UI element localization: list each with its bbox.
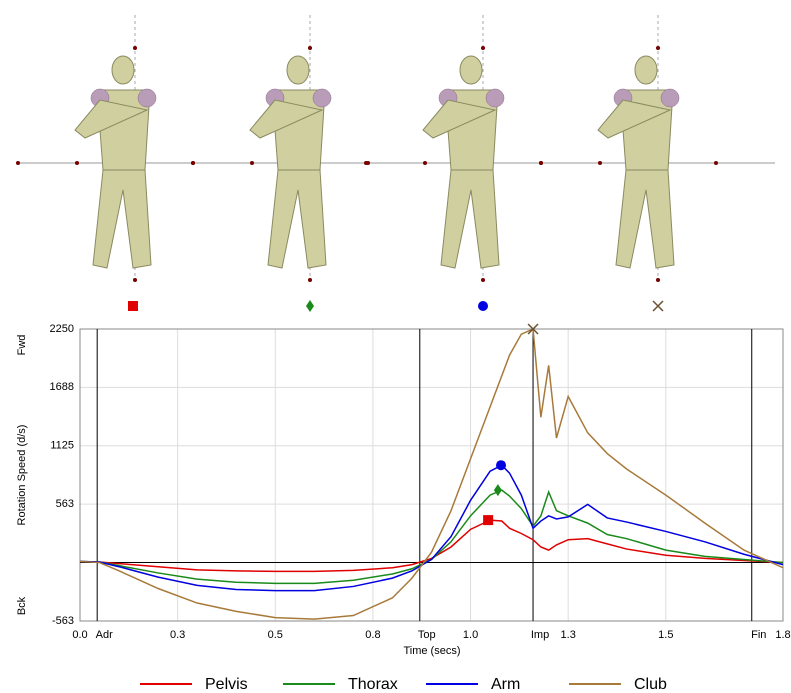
figures (16, 15, 775, 285)
x-tick-label: 0.5 (268, 629, 283, 641)
figure-marker (652, 300, 664, 312)
figure-dot (539, 161, 543, 165)
x-tick-label: 1.0 (463, 629, 478, 641)
figure-legs (440, 169, 500, 269)
series-line (79, 327, 784, 620)
y-tick-label: 2250 (50, 323, 74, 335)
peak-marker (527, 323, 539, 335)
figure-marker (306, 300, 314, 312)
y-bottom-label: Bck (16, 596, 28, 615)
figure-shoulder (137, 88, 157, 108)
x-tick-label: 1.8 (775, 629, 790, 641)
figure-dot (598, 161, 602, 165)
event-label: Top (418, 629, 436, 641)
plot-frame (79, 328, 784, 622)
figure-dot (481, 278, 485, 282)
legend-label: Thorax (348, 676, 398, 693)
figure-dot (656, 46, 660, 50)
figure-legs (615, 169, 675, 269)
figure-shoulder (485, 88, 505, 108)
figure-shoulder (660, 88, 680, 108)
figure-dot (364, 161, 368, 165)
figure-legs (92, 169, 152, 269)
figure-legs (267, 169, 327, 269)
figure-marker (128, 301, 138, 311)
y-top-label: Fwd (16, 335, 28, 356)
legend-label: Club (634, 676, 667, 693)
figure-arms (249, 99, 324, 139)
figure-marker (478, 301, 488, 311)
figure-head (634, 55, 658, 85)
event-label: Adr (96, 629, 113, 641)
x-tick-label: 1.3 (561, 629, 576, 641)
figure-head (286, 55, 310, 85)
legend-label: Pelvis (205, 676, 248, 693)
y-tick-label: 1125 (50, 440, 74, 452)
peak-marker (496, 460, 507, 471)
figure-dot (133, 278, 137, 282)
y-tick-label: 1688 (50, 381, 74, 393)
figure-shoulder (312, 88, 332, 108)
figure-dot (133, 46, 137, 50)
x-tick-label: 0.8 (365, 629, 380, 641)
peak-marker (483, 515, 494, 526)
y-tick-label: 563 (56, 498, 74, 510)
event-label: Imp (531, 629, 549, 641)
figure-dot (714, 161, 718, 165)
series-line (79, 519, 784, 573)
figure-dot (191, 161, 195, 165)
figure-head (111, 55, 135, 85)
y-axis-label: Rotation Speed (d/s) (16, 425, 28, 526)
series-line (79, 464, 784, 592)
x-tick-label: 0.0 (72, 629, 87, 641)
figure-arms (74, 99, 149, 139)
peak-marker (493, 484, 502, 497)
x-tick-label: 0.3 (170, 629, 185, 641)
figure-dot (308, 278, 312, 282)
legend-label: Arm (491, 676, 520, 693)
figure-head (459, 55, 483, 85)
figure-arms (422, 99, 497, 139)
figure-dot (308, 46, 312, 50)
figure-dot (656, 278, 660, 282)
figure-arms (597, 99, 672, 139)
figure-dot (75, 161, 79, 165)
y-tick-label: -563 (52, 615, 74, 627)
x-axis-label: Time (secs) (403, 645, 460, 657)
figure-dot (423, 161, 427, 165)
figure-dot (250, 161, 254, 165)
event-label: Fin (751, 629, 766, 641)
x-tick-label: 1.5 (658, 629, 673, 641)
figure-dot (16, 161, 20, 165)
figure-dot (481, 46, 485, 50)
